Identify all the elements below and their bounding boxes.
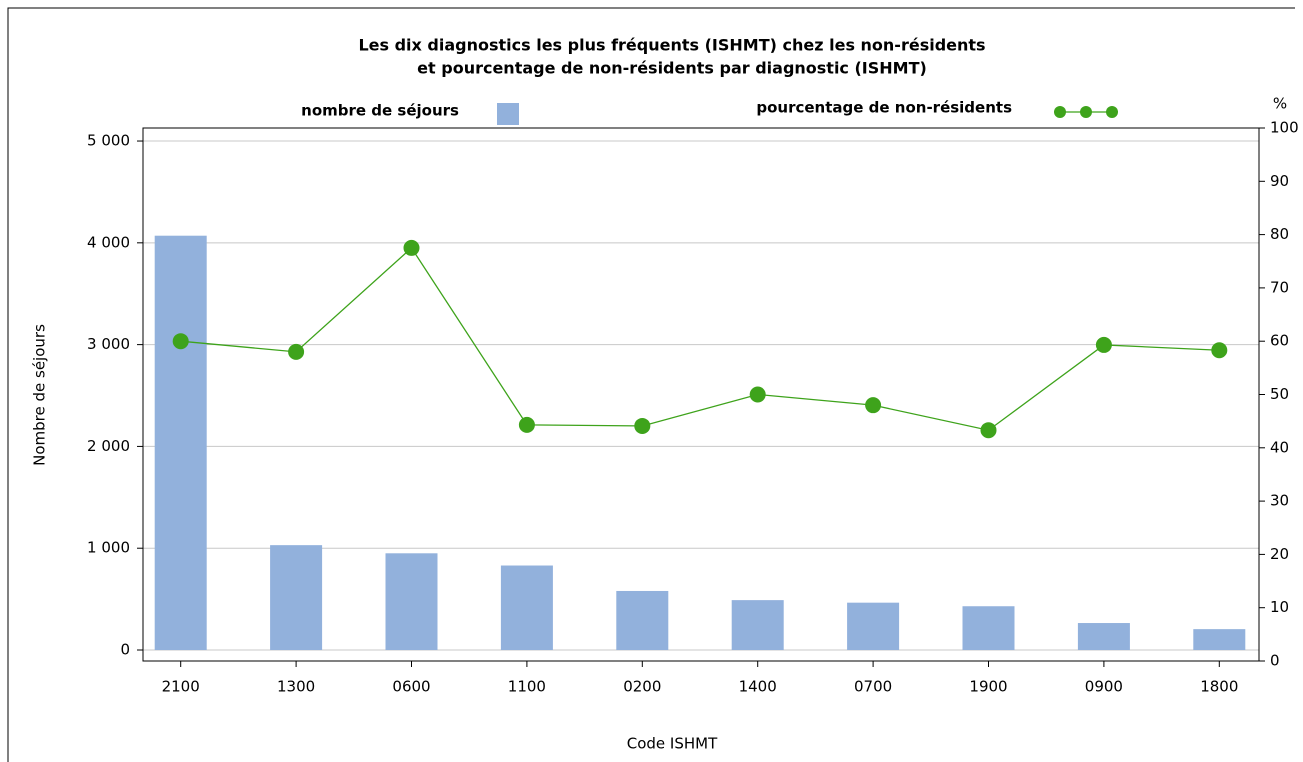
y2-tick-label: 20 xyxy=(1270,545,1289,563)
y2-tick-label: 50 xyxy=(1270,385,1289,403)
bar xyxy=(385,553,438,651)
marker xyxy=(980,422,997,439)
x-tick-label: 1800 xyxy=(1200,678,1238,696)
marker xyxy=(288,343,305,360)
x-axis-title: Code ISHMT xyxy=(627,735,718,753)
bar xyxy=(731,600,784,651)
legend-label: pourcentage de non-résidents xyxy=(756,99,1012,117)
y2-tick-label: 0 xyxy=(1270,652,1280,670)
bar xyxy=(500,565,553,651)
y-tick-label: 5 000 xyxy=(87,132,130,150)
y2-axis-title: % xyxy=(1273,95,1287,113)
y2-tick-label: 60 xyxy=(1270,332,1289,350)
x-tick-label: 0200 xyxy=(623,678,661,696)
marker xyxy=(403,239,420,256)
x-tick-label: 1300 xyxy=(277,678,315,696)
y2-tick-label: 10 xyxy=(1270,598,1289,616)
y-tick-label: 3 000 xyxy=(87,335,130,353)
legend-marker xyxy=(1054,106,1066,118)
bar xyxy=(270,545,323,651)
chart-title: Les dix diagnostics les plus fréquents (… xyxy=(358,36,985,55)
x-tick-label: 0900 xyxy=(1085,678,1123,696)
y2-tick-label: 70 xyxy=(1270,278,1289,296)
outer-border xyxy=(7,7,1295,762)
marker xyxy=(172,333,189,350)
y-tick-label: 0 xyxy=(120,641,130,659)
x-tick-label: 0600 xyxy=(392,678,430,696)
plot-frame xyxy=(142,127,1260,662)
y-tick-label: 4 000 xyxy=(87,233,130,251)
y-tick-label: 1 000 xyxy=(87,539,130,557)
chart-title: et pourcentage de non-résidents par diag… xyxy=(417,59,927,78)
bar xyxy=(1077,623,1130,651)
y-axis-title: Nombre de séjours xyxy=(31,324,49,466)
x-tick-label: 2100 xyxy=(162,678,200,696)
x-tick-label: 1100 xyxy=(508,678,546,696)
legend-marker xyxy=(1106,106,1118,118)
y2-tick-label: 40 xyxy=(1270,438,1289,456)
line xyxy=(180,246,1220,431)
y2-tick-label: 90 xyxy=(1270,172,1289,190)
bar xyxy=(1193,629,1246,651)
x-tick-label: 0700 xyxy=(854,678,892,696)
y2-tick-label: 80 xyxy=(1270,225,1289,243)
bar xyxy=(962,606,1015,651)
y2-tick-label: 30 xyxy=(1270,492,1289,510)
legend-label: nombre de séjours xyxy=(301,102,459,120)
marker xyxy=(518,416,535,433)
bar xyxy=(616,590,669,651)
marker xyxy=(865,397,882,414)
marker xyxy=(1095,336,1112,353)
legend-marker xyxy=(1080,106,1092,118)
bar xyxy=(154,235,207,651)
marker xyxy=(1211,342,1228,359)
y-tick-label: 2 000 xyxy=(87,437,130,455)
x-tick-label: 1900 xyxy=(969,678,1007,696)
legend-swatch xyxy=(497,103,519,125)
bar xyxy=(847,602,900,651)
y2-tick-label: 100 xyxy=(1270,119,1299,137)
marker xyxy=(634,417,651,434)
marker xyxy=(749,386,766,403)
x-tick-label: 1400 xyxy=(739,678,777,696)
